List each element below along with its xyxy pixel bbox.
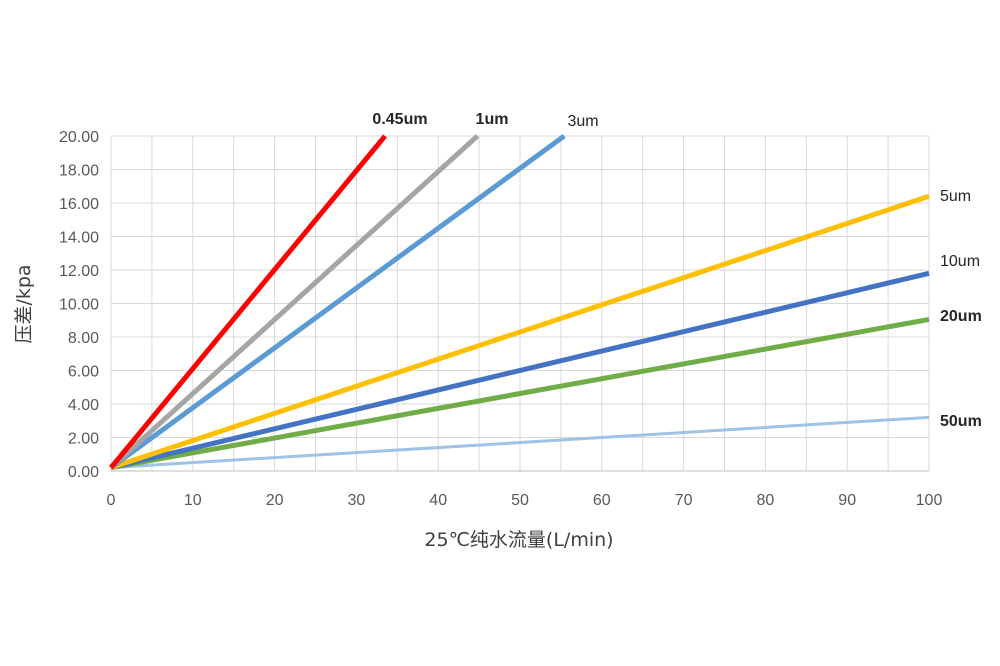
series-label-50um: 50um — [940, 413, 982, 430]
x-axis-ticks: 0 10 20 30 40 50 60 70 80 90 100 — [107, 492, 943, 509]
series-labels: 0.45um 1um 3um 5um 10um 20um 50um — [372, 111, 981, 430]
series-line-10um — [110, 270, 930, 471]
series-line-20um — [110, 316, 930, 471]
series-line-5um — [110, 193, 930, 471]
x-tick-label: 0 — [107, 492, 116, 509]
y-tick-label: 4.00 — [68, 397, 99, 414]
y-axis-ticks: 0.00 2.00 4.00 6.00 8.00 10.00 12.00 14.00 16.00… — [59, 129, 99, 481]
y-tick-label: 2.00 — [68, 431, 99, 448]
series-label-5um: 5um — [940, 188, 971, 205]
series-label-20um: 20um — [940, 308, 982, 325]
y-axis-title: 压差/kpa — [13, 264, 35, 343]
series-line-0_45um — [109, 134, 387, 470]
x-tick-label: 70 — [675, 492, 693, 509]
x-tick-label: 20 — [266, 492, 284, 509]
series-line-3um — [109, 133, 566, 470]
x-axis-title: 25℃纯水流量(L/min) — [424, 529, 613, 551]
y-tick-label: 0.00 — [68, 464, 99, 481]
y-tick-label: 18.00 — [59, 163, 99, 180]
series-line-50um — [110, 415, 930, 470]
x-tick-label: 10 — [184, 492, 202, 509]
x-tick-label: 40 — [429, 492, 447, 509]
series-label-10um: 10um — [940, 253, 980, 270]
x-tick-label: 30 — [348, 492, 366, 509]
y-tick-label: 14.00 — [59, 230, 99, 247]
y-tick-label: 8.00 — [68, 330, 99, 347]
y-tick-label: 6.00 — [68, 364, 99, 381]
x-tick-label: 80 — [757, 492, 775, 509]
series-label-1um: 1um — [476, 111, 509, 128]
y-tick-label: 12.00 — [59, 263, 99, 280]
x-tick-label: 60 — [593, 492, 611, 509]
x-tick-label: 50 — [511, 492, 529, 509]
x-tick-label: 100 — [916, 492, 943, 509]
series-label-3um: 3um — [567, 113, 598, 130]
series-label-0_45um: 0.45um — [372, 111, 427, 128]
y-tick-label: 16.00 — [59, 196, 99, 213]
y-tick-label: 10.00 — [59, 297, 99, 314]
x-tick-label: 90 — [838, 492, 856, 509]
series-line-1um — [109, 134, 480, 470]
series-lines — [109, 133, 930, 471]
y-tick-label: 20.00 — [59, 129, 99, 146]
